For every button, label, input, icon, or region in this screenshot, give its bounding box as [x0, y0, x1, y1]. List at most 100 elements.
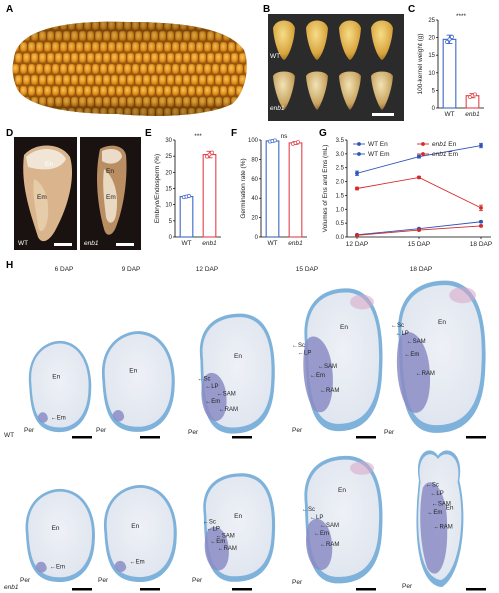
- data-point: [417, 154, 421, 159]
- legend-marker: [357, 142, 361, 146]
- kernel: [51, 107, 60, 116]
- sam-label: ←SAM: [407, 339, 426, 345]
- wt-kernel: [273, 20, 295, 60]
- kernel: [247, 97, 250, 107]
- y-axis-label: 100-kernel weight (g): [417, 33, 424, 94]
- x-tick-label: WT: [444, 111, 454, 118]
- enb1-en-label: En: [106, 168, 114, 175]
- x-tick-label: enb1: [288, 240, 303, 247]
- x-tick-label: 12 DAP: [346, 241, 368, 248]
- panel-label-d: D: [6, 128, 14, 139]
- panel-label-f: F: [231, 128, 238, 139]
- bar-wt: [442, 38, 457, 109]
- scale-bar: [372, 113, 394, 116]
- x-tick-label: WT: [181, 240, 191, 247]
- kernel: [243, 21, 247, 31]
- y-tick-label: 10: [428, 71, 435, 77]
- significance-label: ****: [456, 13, 467, 20]
- sam-label: ←SAM: [432, 501, 451, 507]
- enb1-em-label: Em: [106, 194, 116, 201]
- kernels-photo: WT enb1: [268, 14, 404, 121]
- kernel: [243, 107, 247, 116]
- x-tick-label: enb1: [465, 111, 480, 118]
- stain-region: [449, 287, 477, 304]
- data-point: [445, 39, 449, 44]
- wt-label: WT: [18, 240, 29, 247]
- series-line: [356, 145, 482, 174]
- enb1-kernel: [273, 71, 295, 110]
- kernel: [19, 107, 28, 116]
- y-tick-label: 0.5: [336, 221, 345, 227]
- enb1-label: enb1: [84, 240, 99, 247]
- wt-kernel: [339, 20, 361, 60]
- y-tick-label: 60: [251, 177, 258, 183]
- y-tick-label: 0.0: [336, 235, 345, 241]
- embryo: [201, 372, 227, 422]
- em-label: ←Em: [314, 531, 329, 537]
- section-enb1-15dap: En ←Sc ←LP ←SAM ←Em ←RAM Per: [292, 455, 383, 586]
- bar-enb1: [202, 153, 217, 238]
- dap-label: 9 DAP: [121, 266, 141, 273]
- kernel: [27, 21, 36, 31]
- per-label: Per: [188, 429, 199, 436]
- kernel: [14, 30, 23, 42]
- y-tick-label: 20: [251, 216, 258, 222]
- sc-label: ←Sc: [203, 520, 216, 526]
- data-point: [296, 140, 300, 144]
- row-label-enb1: enb1: [4, 584, 19, 591]
- sc-label: ←Sc: [426, 482, 439, 488]
- dap-label: 15 DAP: [295, 266, 319, 273]
- ram-label: ←RAM: [218, 546, 237, 552]
- section-enb1-9dap: En ←Em Per: [98, 485, 177, 584]
- y-tick-label: 5: [169, 219, 173, 225]
- legend-label: enb1 En: [432, 141, 457, 148]
- data-point: [187, 194, 191, 198]
- data-point: [479, 219, 483, 224]
- enb1-kernel: [371, 71, 393, 110]
- wt-kernel: [306, 20, 328, 60]
- kernel: [219, 21, 228, 31]
- stain-region: [350, 461, 374, 475]
- per-label: Per: [24, 427, 35, 434]
- kernel: [19, 21, 28, 31]
- y-tick-label: 100: [248, 138, 259, 144]
- kernel: [238, 96, 247, 108]
- scale-bar: [54, 243, 72, 246]
- scale-bar: [140, 436, 160, 439]
- section-wt-18dap: En ←Sc ←LP ←SAM ←Em ←RAM Per: [384, 280, 486, 436]
- kernel: [243, 41, 247, 53]
- legend-marker: [357, 152, 361, 156]
- panel-label-c: C: [408, 4, 416, 15]
- y-tick-label: 80: [251, 157, 258, 163]
- em-label: ←Em: [50, 564, 65, 570]
- data-point: [479, 143, 483, 148]
- significance-label: ns: [281, 133, 289, 140]
- data-point: [205, 154, 209, 159]
- lp-label: ←LP: [205, 384, 218, 390]
- en-label: En: [340, 324, 348, 331]
- lp-label: ←LP: [430, 491, 443, 497]
- data-point: [355, 171, 359, 176]
- y-tick-label: 25: [428, 18, 435, 24]
- embryo: [204, 526, 229, 571]
- enb1-section-illustration: [97, 145, 127, 235]
- dap-label: 12 DAP: [195, 266, 219, 273]
- row-label-wt: WT: [4, 432, 15, 439]
- kernel: [203, 21, 212, 31]
- y-tick-label: 1.5: [336, 193, 345, 199]
- y-tick-label: 1.0: [336, 207, 345, 213]
- section-enb1-6dap: En ←Em Per: [20, 488, 95, 584]
- em-label: ←Em: [404, 352, 419, 358]
- per-label: Per: [98, 577, 109, 584]
- sam-label: ←SAM: [217, 392, 236, 398]
- embryo: [112, 409, 125, 422]
- corn-ear-photo: [8, 14, 250, 120]
- ram-label: ←RAM: [320, 388, 339, 394]
- endosperm: [106, 487, 174, 578]
- data-point: [355, 233, 359, 238]
- enb1-section-photo: En Em enb1: [80, 137, 141, 250]
- y-tick-label: 40: [251, 196, 258, 202]
- en-label: En: [52, 525, 60, 532]
- section-wt-6dap: En ←Em Per: [24, 340, 92, 434]
- endosperm: [31, 343, 89, 428]
